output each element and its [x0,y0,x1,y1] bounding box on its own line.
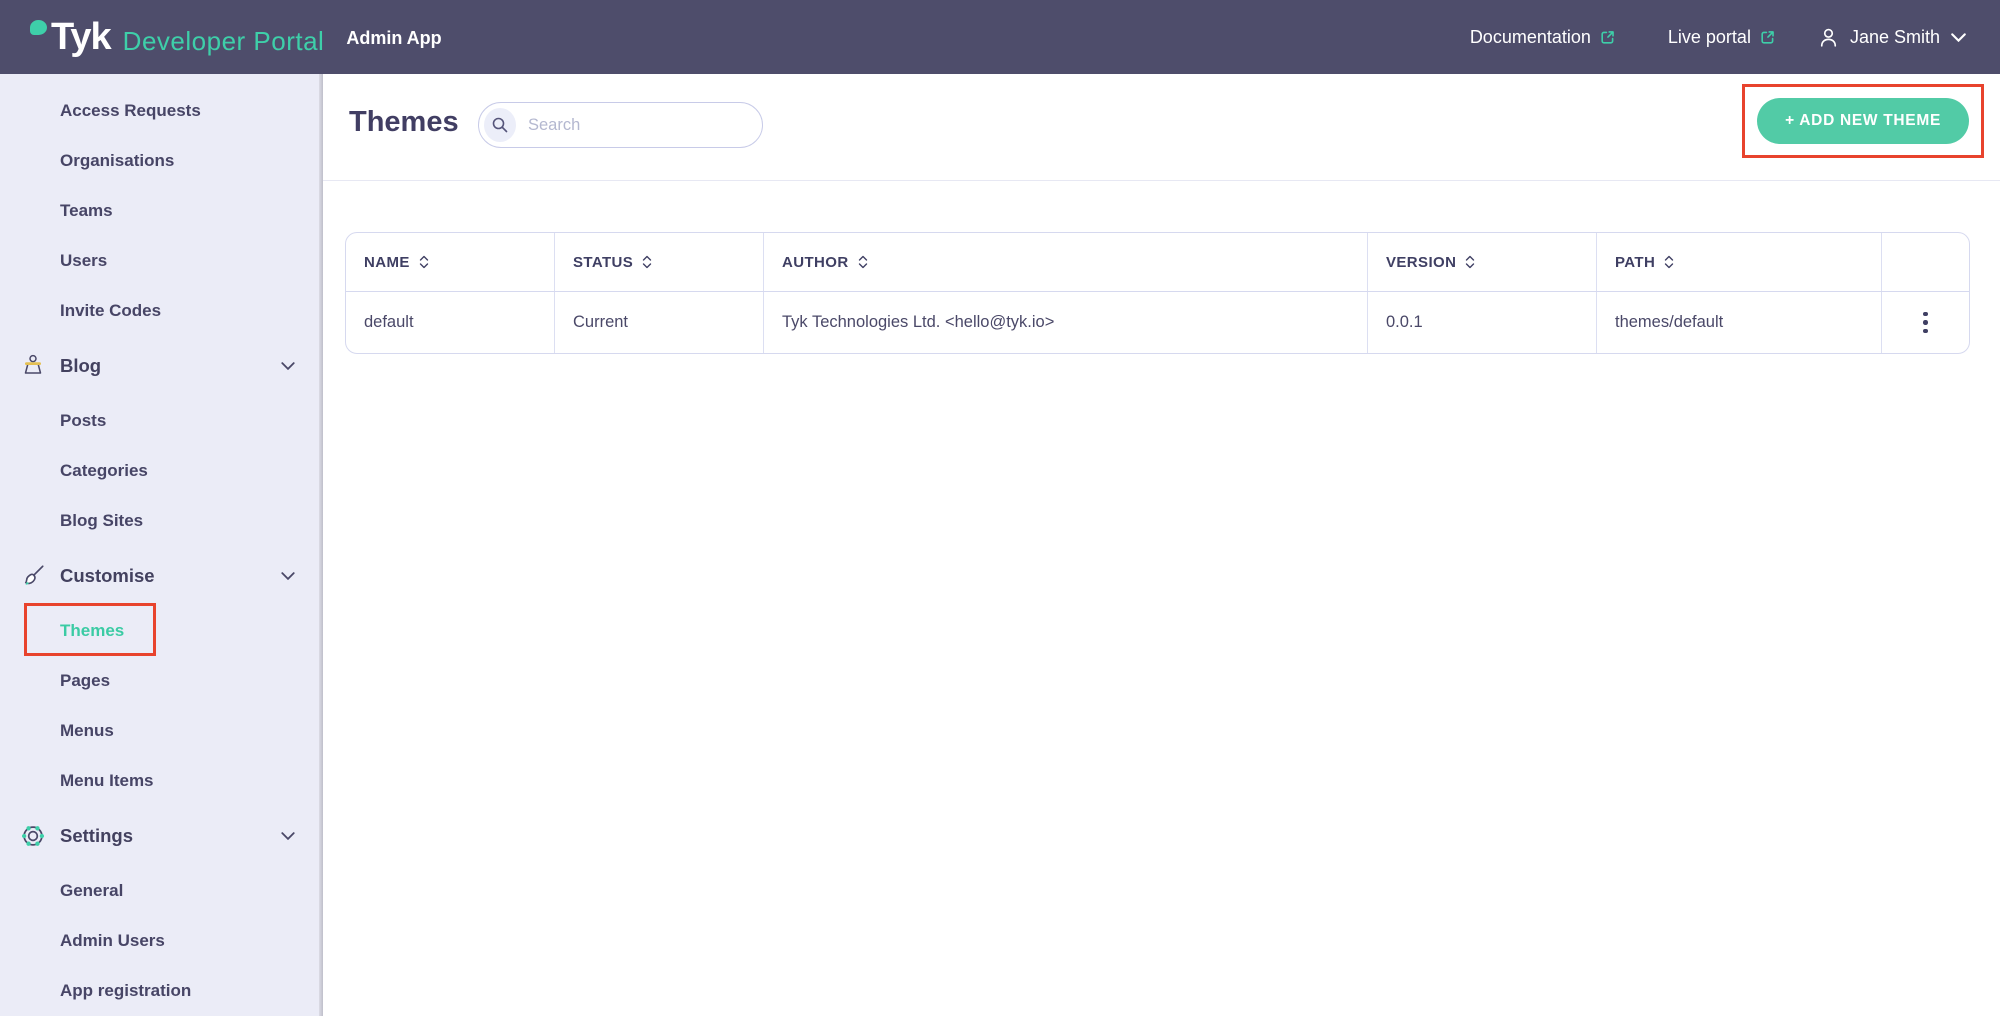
app-name: Admin App [346,27,442,48]
documentation-link[interactable]: Documentation [1470,27,1616,48]
sort-icon [642,254,652,270]
sidebar-section-settings[interactable]: Settings [0,806,323,866]
header-divider [323,180,2000,181]
search-input[interactable] [528,103,748,147]
sidebar-item-general[interactable]: General [60,881,124,900]
sort-icon [419,254,429,270]
live-portal-link-label: Live portal [1667,26,1751,47]
add-new-theme-button[interactable]: + ADD NEW THEME [1757,98,1969,144]
table-header-row: NAME STATUS AUTHOR VERSION [346,233,1969,292]
cell-version: 0.0.1 [1367,292,1596,353]
sidebar-item-themes[interactable]: Themes [0,603,323,656]
sidebar-item-app-registration[interactable]: App registration [60,981,192,1000]
sidebar: Access Requests Organisations Teams User… [0,74,323,1016]
product-name: Developer Portal [122,25,325,56]
gear-icon [20,823,46,849]
column-header-actions [1881,233,1969,291]
chevron-down-icon [1951,32,1966,42]
sidebar-item-access-requests[interactable]: Access Requests [60,101,201,120]
sidebar-item-teams[interactable]: Teams [60,201,113,220]
sidebar-section-blog[interactable]: Blog [0,336,323,396]
sidebar-item-blog-sites[interactable]: Blog Sites [60,511,144,530]
column-header-status[interactable]: STATUS [554,233,763,291]
sidebar-item-invite-codes[interactable]: Invite Codes [60,301,162,320]
search-icon [484,108,516,142]
user-icon [1816,25,1841,50]
external-link-icon [1759,29,1776,46]
cell-name: default [364,313,414,331]
sort-icon [1664,254,1674,270]
sidebar-item-admin-users[interactable]: Admin Users [60,931,165,950]
top-navbar: Tyk Developer Portal Admin App Documenta… [0,0,2000,74]
page-title: Themes [349,106,459,138]
column-header-version[interactable]: VERSION [1367,233,1596,291]
sidebar-item-posts[interactable]: Posts [60,411,107,430]
paintbrush-icon [20,563,46,589]
table-row: default Current Tyk Technologies Ltd. <h… [346,292,1969,353]
user-name: Jane Smith [1849,26,1940,47]
row-actions-cell [1881,292,1969,353]
cell-author: Tyk Technologies Ltd. <hello@tyk.io> [763,292,1367,353]
live-portal-link[interactable]: Live portal [1668,27,1776,48]
chevron-down-icon [281,832,295,840]
sidebar-section-customise[interactable]: Customise [0,546,323,606]
navbar-right: Documentation Live portal [1470,25,1966,50]
brand-name: Tyk [51,15,112,58]
sort-icon [858,254,868,270]
column-header-name[interactable]: NAME [346,233,554,291]
user-menu[interactable]: Jane Smith [1816,25,1966,50]
external-link-icon [1599,29,1616,46]
tyk-leaf-icon [30,20,47,36]
tyk-logo[interactable]: Tyk Developer Portal [30,15,325,58]
annotation-box-add-theme: + ADD NEW THEME [1742,84,1984,158]
kebab-menu-icon[interactable] [1917,306,1934,340]
sidebar-item-pages[interactable]: Pages [60,671,111,690]
themes-table: NAME STATUS AUTHOR VERSION [345,232,1970,354]
search-box [478,102,763,148]
column-header-path[interactable]: PATH [1596,233,1881,291]
chevron-down-icon [281,362,295,370]
sidebar-item-users[interactable]: Users [60,251,108,270]
documentation-link-label: Documentation [1469,26,1591,47]
sidebar-item-categories[interactable]: Categories [60,461,148,480]
chevron-down-icon [281,572,295,580]
blog-icon [20,353,46,379]
sort-icon [1465,254,1475,270]
column-header-author[interactable]: AUTHOR [763,233,1367,291]
sidebar-item-menu-items[interactable]: Menu Items [60,771,154,790]
sidebar-item-organisations[interactable]: Organisations [60,151,175,170]
cell-status: Current [554,292,763,353]
main-content: Themes + ADD NEW THEME NAME STATUS [323,74,2000,1016]
cell-path: themes/default [1596,292,1881,353]
sidebar-item-menus[interactable]: Menus [60,721,114,740]
